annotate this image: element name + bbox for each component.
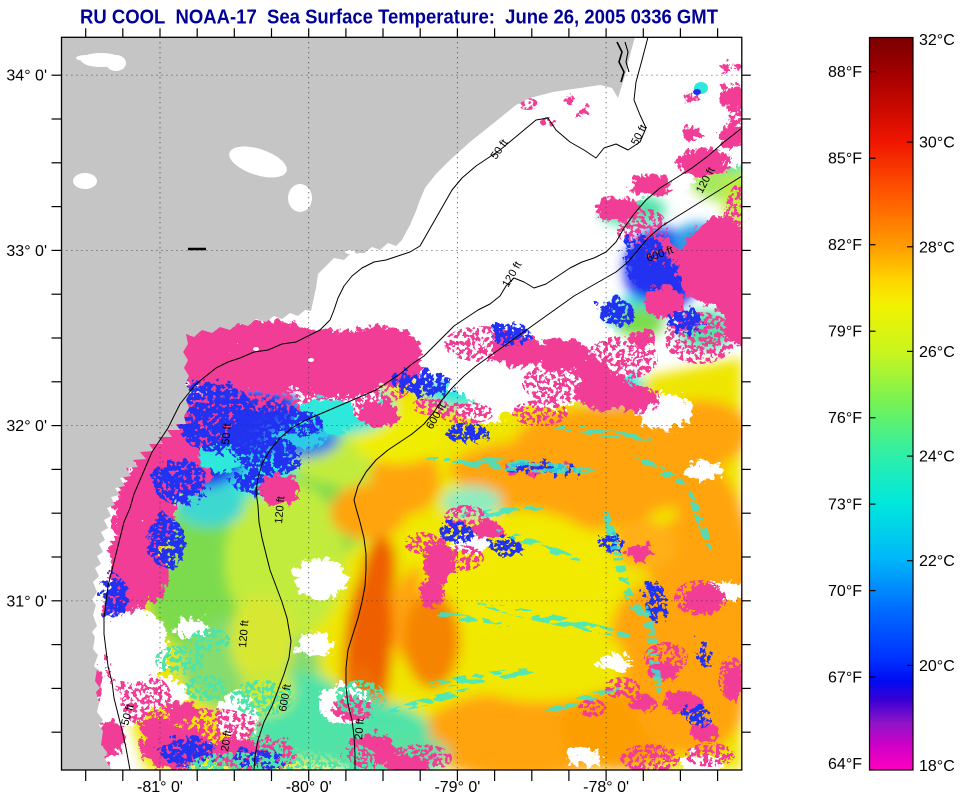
svg-text:24°C: 24°C bbox=[919, 449, 955, 466]
svg-text:67°F: 67°F bbox=[828, 670, 862, 687]
svg-text:64°F: 64°F bbox=[828, 756, 862, 773]
svg-text:32° 0': 32° 0' bbox=[6, 418, 47, 435]
svg-text:88°F: 88°F bbox=[828, 64, 862, 81]
svg-text:120 ft: 120 ft bbox=[237, 620, 251, 648]
svg-text:73°F: 73°F bbox=[828, 497, 862, 514]
svg-text:33° 0': 33° 0' bbox=[6, 243, 47, 260]
svg-text:-81° 0': -81° 0' bbox=[137, 779, 183, 796]
svg-text:31° 0': 31° 0' bbox=[6, 593, 47, 610]
svg-text:28°C: 28°C bbox=[919, 239, 955, 256]
svg-text:34° 0': 34° 0' bbox=[6, 68, 47, 85]
svg-text:-79° 0': -79° 0' bbox=[434, 779, 480, 796]
svg-text:120 ft: 120 ft bbox=[273, 496, 287, 524]
svg-text:76°F: 76°F bbox=[828, 410, 862, 427]
svg-text:50 ft: 50 ft bbox=[119, 703, 136, 727]
svg-text:26°C: 26°C bbox=[919, 344, 955, 361]
svg-text:30°C: 30°C bbox=[919, 135, 955, 152]
svg-text:18°C: 18°C bbox=[919, 758, 955, 775]
svg-text:79°F: 79°F bbox=[828, 324, 862, 341]
svg-text:22°C: 22°C bbox=[919, 553, 955, 570]
svg-text:-78° 0': -78° 0' bbox=[583, 779, 629, 796]
svg-text:-80° 0': -80° 0' bbox=[286, 779, 332, 796]
svg-text:50 ft: 50 ft bbox=[220, 423, 234, 445]
svg-text:70°F: 70°F bbox=[828, 583, 862, 600]
svg-text:20°C: 20°C bbox=[919, 658, 955, 675]
svg-text:85°F: 85°F bbox=[828, 151, 862, 168]
svg-text:20 ft: 20 ft bbox=[219, 729, 235, 752]
svg-text:82°F: 82°F bbox=[828, 237, 862, 254]
svg-text:RU COOL NOAA-17 Sea Surface: RU COOL NOAA-17 Sea Surface Temperature:… bbox=[80, 6, 718, 29]
svg-text:32°C: 32°C bbox=[919, 32, 955, 49]
svg-text:600 ft: 600 ft bbox=[277, 683, 294, 712]
svg-text:20 ft: 20 ft bbox=[353, 718, 367, 740]
